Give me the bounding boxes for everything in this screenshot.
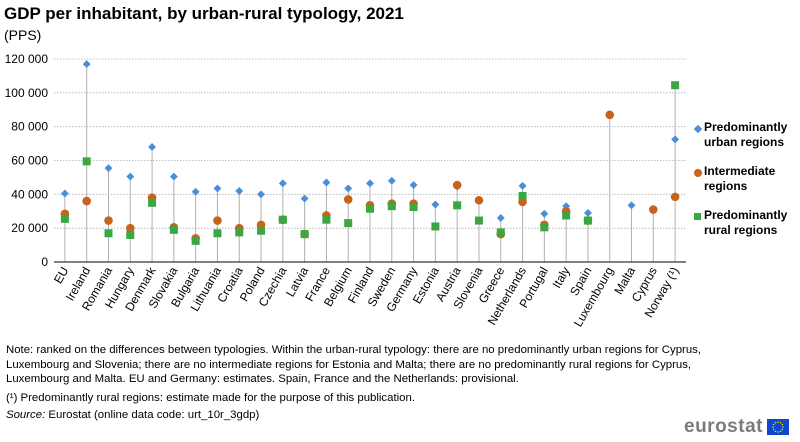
rural-point bbox=[431, 222, 440, 231]
rural-point bbox=[409, 203, 418, 212]
urban-point bbox=[627, 201, 636, 210]
y-axis: 0 20 000 40 000 60 000 80 000 100 000 120 000 bbox=[5, 52, 49, 269]
legend-item-urban: Predominantly urban regions bbox=[693, 120, 800, 150]
urban-point bbox=[235, 186, 244, 195]
urban-point bbox=[169, 172, 178, 181]
eu-flag-icon bbox=[766, 419, 789, 435]
rural-point bbox=[344, 219, 353, 228]
data-points bbox=[60, 60, 680, 245]
intermediate-point bbox=[213, 216, 222, 225]
urban-point bbox=[126, 172, 135, 181]
intermediate-point bbox=[452, 180, 462, 190]
urban-point bbox=[409, 181, 418, 189]
urban-point bbox=[540, 209, 549, 218]
chart-subtitle: (PPS) bbox=[4, 27, 42, 43]
intermediate-point bbox=[104, 216, 113, 225]
rural-point bbox=[453, 201, 462, 210]
chart-notes: Note: ranked on the differences between … bbox=[6, 343, 706, 423]
footnote-text: (¹) Predominantly rural regions: estimat… bbox=[6, 391, 415, 404]
y-tick-label: 20 000 bbox=[11, 221, 48, 235]
source-label: Source: bbox=[6, 409, 46, 421]
urban-point bbox=[387, 176, 396, 185]
logo-text: eurostat bbox=[684, 416, 763, 437]
rural-point bbox=[126, 230, 135, 239]
intermediate-point bbox=[343, 195, 353, 204]
rural-point bbox=[213, 229, 222, 238]
square-marker-icon bbox=[694, 213, 701, 220]
legend-item-rural: Predominantly rural regions bbox=[694, 208, 800, 238]
rural-point bbox=[191, 236, 200, 245]
urban-point bbox=[213, 184, 222, 193]
urban-point bbox=[60, 189, 69, 198]
rural-point bbox=[60, 214, 69, 223]
x-axis: EUIrelandRomaniaHungaryDenmarkSlovakiaBu… bbox=[51, 261, 686, 329]
source-text: Eurostat (online data code: urt_10r_3gdp… bbox=[45, 409, 260, 421]
circle-marker-icon bbox=[694, 169, 702, 177]
rural-point bbox=[540, 223, 549, 232]
rural-point bbox=[518, 192, 527, 201]
range-stems bbox=[64, 64, 676, 262]
intermediate-point bbox=[605, 110, 615, 120]
rural-point bbox=[583, 216, 592, 225]
y-tick-label: 0 bbox=[41, 255, 48, 269]
rural-point bbox=[366, 204, 374, 213]
rural-point bbox=[322, 215, 331, 224]
rural-point bbox=[474, 216, 483, 225]
rural-point bbox=[496, 228, 505, 237]
intermediate-point bbox=[670, 192, 680, 202]
legend-item-intermediate: Intermediate regions bbox=[694, 164, 800, 194]
y-tick-label: 100 000 bbox=[5, 86, 49, 100]
intermediate-point bbox=[474, 195, 484, 205]
urban-point bbox=[496, 214, 505, 222]
rural-point bbox=[671, 81, 680, 90]
note-text: Note: ranked on the differences between … bbox=[6, 344, 702, 385]
urban-point bbox=[671, 135, 680, 144]
rural-point bbox=[257, 226, 266, 235]
urban-point bbox=[366, 179, 374, 188]
rural-point bbox=[235, 228, 244, 237]
rural-point bbox=[387, 202, 396, 211]
x-tick-label: EU bbox=[51, 265, 71, 286]
rural-point bbox=[562, 211, 571, 220]
urban-point bbox=[300, 194, 309, 203]
y-tick-label: 80 000 bbox=[11, 120, 48, 134]
legend-label-urban: Predominantly urban regions bbox=[704, 120, 788, 149]
diamond-marker-icon bbox=[693, 124, 703, 134]
rural-point bbox=[278, 215, 287, 224]
y-tick-label: 120 000 bbox=[5, 52, 49, 66]
urban-point bbox=[82, 60, 91, 69]
legend-label-rural: Predominantly rural regions bbox=[704, 208, 788, 237]
legend-label-intermediate: Intermediate regions bbox=[704, 164, 776, 193]
urban-point bbox=[191, 187, 200, 196]
urban-point bbox=[104, 164, 113, 173]
chart-title: GDP per inhabitant, by urban-rural typol… bbox=[4, 4, 404, 23]
intermediate-point bbox=[125, 223, 135, 233]
urban-point bbox=[583, 208, 592, 217]
intermediate-point bbox=[649, 205, 658, 214]
legend: Predominantly urban regions Intermediate… bbox=[693, 120, 800, 252]
urban-point bbox=[431, 200, 440, 209]
rural-point bbox=[148, 198, 157, 207]
source-line: Source: Eurostat (online data code: urt_… bbox=[6, 408, 706, 423]
urban-point bbox=[148, 143, 157, 151]
rural-point bbox=[300, 230, 309, 239]
y-tick-label: 40 000 bbox=[11, 187, 48, 201]
eurostat-logo: eurostat bbox=[684, 416, 789, 438]
urban-point bbox=[322, 178, 331, 187]
rural-point bbox=[169, 225, 178, 234]
urban-point bbox=[518, 181, 527, 190]
urban-point bbox=[257, 190, 265, 199]
y-tick-label: 60 000 bbox=[11, 154, 48, 168]
urban-point bbox=[278, 179, 287, 188]
intermediate-point bbox=[82, 196, 91, 206]
rural-point bbox=[82, 157, 91, 166]
rural-point bbox=[104, 229, 113, 238]
urban-point bbox=[344, 184, 353, 193]
